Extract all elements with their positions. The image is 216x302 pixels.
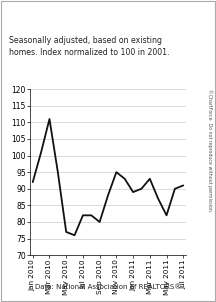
Text: Data: National Association of REALTORS®: Data: National Association of REALTORS® [35,284,181,290]
Text: Pending Home Sales: Pending Home Sales [7,8,209,26]
Text: ©ChartForce  Do not reproduce without permission.: ©ChartForce Do not reproduce without per… [207,89,213,213]
Text: Seasonally adjusted, based on existing
homes. Index normalized to 100 in 2001.: Seasonally adjusted, based on existing h… [9,36,169,57]
